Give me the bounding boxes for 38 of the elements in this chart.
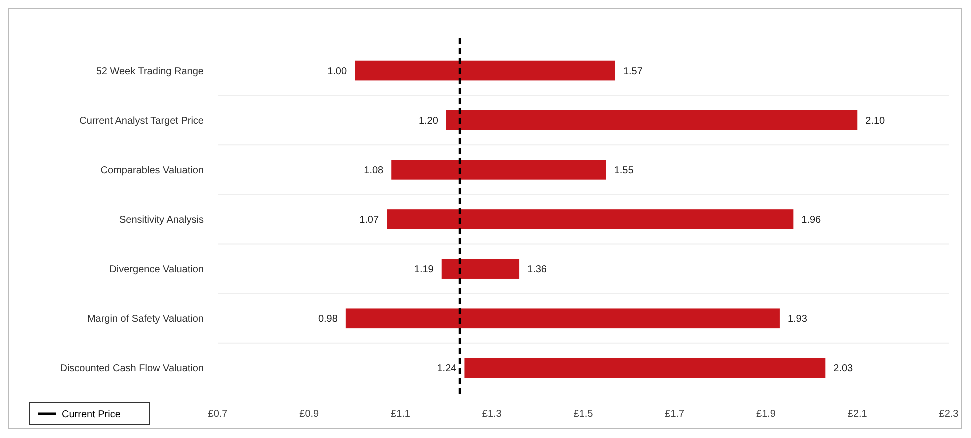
annotation: 0.98 — [318, 314, 338, 326]
annotation: 1.36 — [528, 264, 548, 276]
bar — [442, 259, 520, 279]
annotation: 1.96 — [802, 215, 822, 226]
bar — [346, 308, 780, 329]
x-tick-label: £1.3 — [482, 409, 502, 420]
annotation: 1.08 — [364, 165, 384, 176]
x-tick-label: £1.7 — [665, 409, 686, 420]
y-tick-label: Margin of Safety Valuation — [87, 314, 204, 326]
y-tick-label: Current Analyst Target Price — [80, 116, 204, 127]
annotation: 1.93 — [788, 314, 808, 326]
annotation: 1.57 — [623, 66, 644, 78]
bar — [446, 110, 858, 130]
bar — [392, 160, 606, 180]
bar — [464, 358, 826, 378]
x-tick-label: £0.9 — [300, 409, 320, 420]
annotation: 1.55 — [614, 165, 634, 176]
bar — [387, 210, 794, 230]
annotation: 1.07 — [360, 215, 380, 226]
x-tick-label: £1.9 — [756, 409, 776, 420]
y-tick-label: Sensitivity Analysis — [120, 215, 204, 226]
x-tick-label: £2.3 — [939, 409, 960, 420]
x-tick-label: £1.1 — [391, 409, 411, 420]
x-tick-label: £2.1 — [848, 409, 868, 420]
annotation: 1.24 — [437, 364, 458, 375]
annotation: 1.00 — [328, 66, 348, 78]
y-tick-label: 52 Week Trading Range — [96, 66, 204, 78]
x-tick-label: £0.7 — [208, 409, 228, 420]
x-tick-label: £1.5 — [574, 409, 594, 420]
legend-label: Current Price — [62, 410, 122, 420]
bar — [355, 60, 616, 81]
annotation: 2.03 — [834, 364, 854, 375]
annotation: 2.10 — [866, 116, 886, 127]
annotation: 1.19 — [414, 264, 434, 276]
y-tick-label: Discounted Cash Flow Valuation — [60, 364, 204, 375]
y-tick-label: Divergence Valuation — [110, 264, 204, 276]
y-tick-label: Comparables Valuation — [100, 165, 204, 176]
annotation: 1.20 — [418, 116, 439, 127]
